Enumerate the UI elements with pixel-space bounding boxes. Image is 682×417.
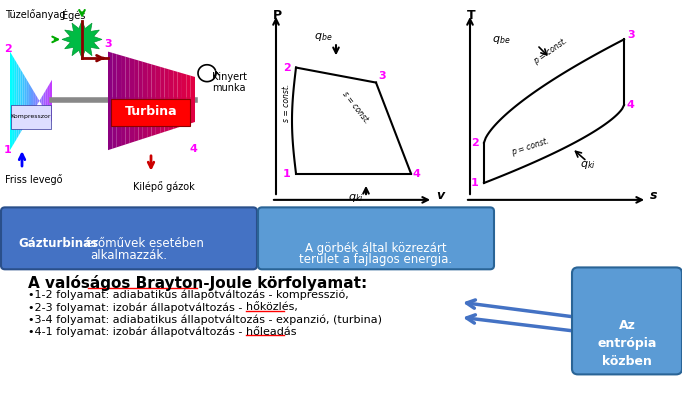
Text: 4: 4 — [190, 144, 198, 154]
Polygon shape — [134, 59, 138, 142]
Text: •4-1 folyamat: izobár állapotváltozás -: •4-1 folyamat: izobár állapotváltozás - — [28, 327, 246, 337]
Polygon shape — [130, 58, 134, 143]
Text: Gázturbinás: Gázturbinás — [18, 237, 98, 250]
Polygon shape — [25, 76, 27, 126]
Polygon shape — [147, 63, 151, 138]
Polygon shape — [169, 69, 173, 131]
Polygon shape — [29, 83, 31, 118]
Text: s = const.: s = const. — [282, 84, 291, 122]
Text: v: v — [436, 189, 444, 202]
Text: A görbék által közrezárt: A görbék által közrezárt — [305, 242, 447, 255]
Text: s: s — [650, 189, 657, 202]
Polygon shape — [108, 52, 113, 150]
Polygon shape — [46, 87, 48, 115]
Polygon shape — [113, 53, 117, 149]
Polygon shape — [38, 97, 40, 104]
Polygon shape — [50, 80, 52, 122]
Text: 1: 1 — [283, 168, 291, 178]
Polygon shape — [173, 70, 177, 129]
FancyBboxPatch shape — [572, 267, 682, 374]
Text: alkalmazzák.: alkalmazzák. — [91, 249, 168, 261]
Polygon shape — [16, 62, 18, 140]
Polygon shape — [160, 67, 164, 133]
Text: •1-2 folyamat: adiabatikus állapotváltozás - kompresszió,: •1-2 folyamat: adiabatikus állapotváltoz… — [28, 290, 349, 301]
Polygon shape — [182, 73, 186, 126]
Text: •3-4 folyamat: adiabatikus állapotváltozás - expanzió, (turbina): •3-4 folyamat: adiabatikus állapotváltoz… — [28, 314, 382, 325]
Text: terület a fajlagos energia.: terület a fajlagos energia. — [299, 254, 453, 266]
Text: 4: 4 — [627, 100, 635, 110]
Text: hőleadás: hőleadás — [246, 327, 297, 337]
Text: Kilépő gázok: Kilépő gázok — [133, 181, 195, 192]
Text: Tüzelőanyag: Tüzelőanyag — [5, 10, 65, 20]
Text: Turbina: Turbina — [125, 105, 177, 118]
Polygon shape — [33, 90, 35, 111]
FancyBboxPatch shape — [1, 207, 257, 269]
Text: 3: 3 — [627, 30, 635, 40]
Polygon shape — [62, 208, 150, 222]
Polygon shape — [138, 60, 143, 140]
Polygon shape — [40, 97, 42, 104]
FancyBboxPatch shape — [11, 105, 51, 130]
Text: P: P — [273, 10, 282, 23]
Text: A valóságos Brayton-Joule körfolyamat:: A valóságos Brayton-Joule körfolyamat: — [28, 275, 367, 291]
Polygon shape — [315, 208, 403, 222]
Polygon shape — [125, 57, 130, 145]
Polygon shape — [48, 83, 50, 118]
Text: 3: 3 — [104, 39, 112, 49]
Polygon shape — [10, 52, 12, 150]
Text: $q_{ki}$: $q_{ki}$ — [580, 159, 595, 171]
Text: Az
entrópia
közben
nem
változik!: Az entrópia közben nem változik! — [597, 319, 657, 404]
Polygon shape — [186, 74, 191, 125]
Text: erőművek esetében: erőművek esetében — [82, 237, 204, 250]
Text: p = const.: p = const. — [532, 36, 569, 66]
Text: p = const.: p = const. — [510, 136, 550, 157]
Polygon shape — [31, 87, 33, 115]
Text: 1: 1 — [471, 178, 479, 188]
Polygon shape — [44, 90, 46, 111]
Text: 2: 2 — [283, 63, 291, 73]
Text: 1: 1 — [4, 145, 12, 155]
Polygon shape — [191, 75, 195, 123]
Polygon shape — [143, 62, 147, 139]
Text: •2-3 folyamat: izobár állapotváltozás -: •2-3 folyamat: izobár állapotváltozás - — [28, 302, 246, 313]
Polygon shape — [117, 54, 121, 147]
Text: 2: 2 — [4, 44, 12, 54]
Text: s = const.: s = const. — [340, 90, 370, 126]
Polygon shape — [156, 65, 160, 135]
Polygon shape — [18, 66, 20, 136]
Text: 2: 2 — [471, 138, 479, 148]
FancyBboxPatch shape — [111, 100, 190, 126]
Text: $q_{ki}$: $q_{ki}$ — [348, 192, 364, 204]
Text: 4: 4 — [413, 168, 421, 178]
Text: $q_{be}$: $q_{be}$ — [492, 34, 510, 46]
Text: 3: 3 — [378, 71, 385, 81]
Polygon shape — [20, 69, 23, 133]
Polygon shape — [23, 73, 25, 129]
Polygon shape — [62, 21, 102, 58]
Polygon shape — [151, 64, 156, 136]
Polygon shape — [42, 94, 44, 108]
Polygon shape — [12, 55, 14, 147]
Text: $q_{be}$: $q_{be}$ — [314, 31, 332, 43]
Text: Kinyert
munka: Kinyert munka — [212, 72, 247, 93]
Text: Égés: Égés — [62, 10, 85, 21]
Polygon shape — [35, 94, 38, 108]
Text: Friss levegő: Friss levegő — [5, 173, 63, 185]
FancyBboxPatch shape — [258, 207, 494, 269]
Text: Kompresszor: Kompresszor — [11, 114, 51, 119]
Polygon shape — [14, 59, 16, 143]
Polygon shape — [164, 68, 169, 132]
Polygon shape — [27, 80, 29, 122]
Text: hőközlés,: hőközlés, — [246, 302, 298, 312]
Polygon shape — [121, 55, 125, 146]
Text: T: T — [467, 10, 475, 23]
Polygon shape — [177, 72, 182, 128]
